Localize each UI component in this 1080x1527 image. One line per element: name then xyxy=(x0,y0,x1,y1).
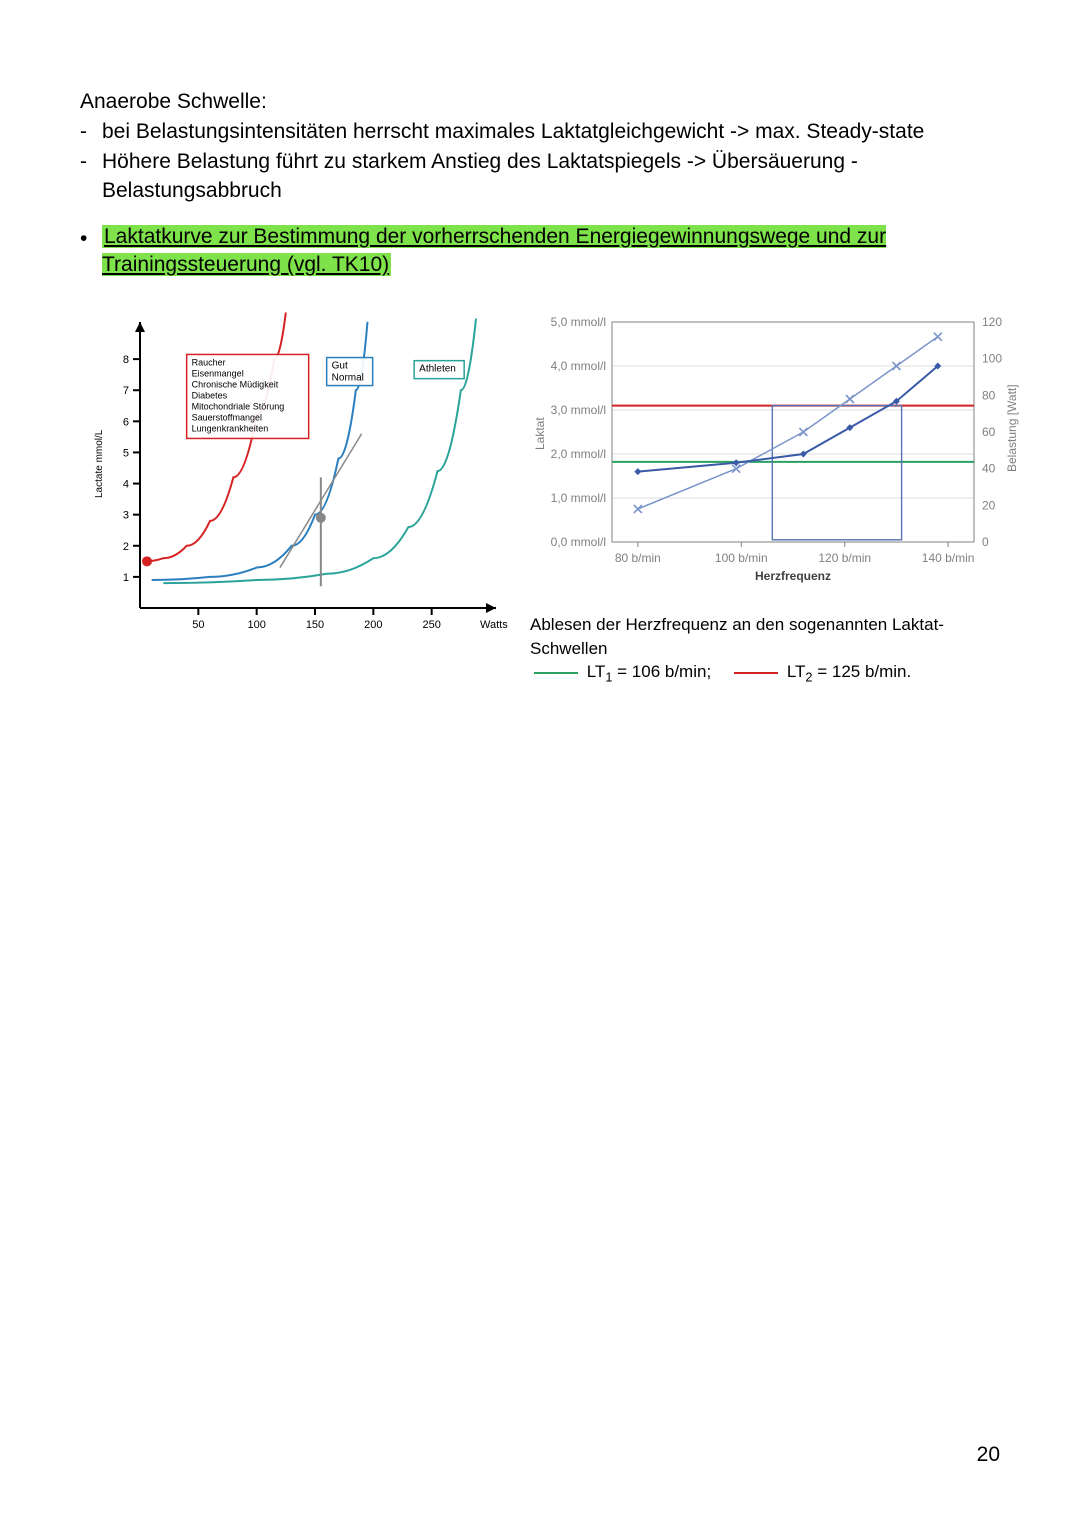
svg-text:80 b/min: 80 b/min xyxy=(615,551,661,565)
svg-text:150: 150 xyxy=(306,619,324,631)
lactate-hr-chart: 0,0 mmol/l 1,0 mmol/l 2,0 mmol/l 3,0 mmol/l… xyxy=(530,310,1020,590)
svg-text:50: 50 xyxy=(192,619,204,631)
svg-text:1,0 mmol/l: 1,0 mmol/l xyxy=(551,491,606,505)
svg-text:100: 100 xyxy=(247,619,265,631)
svg-text:Normal: Normal xyxy=(332,372,364,383)
bullet-highlight: Laktatkurve zur Bestimmung der vorherrsc… xyxy=(102,223,1000,280)
svg-text:Laktat: Laktat xyxy=(533,416,547,449)
svg-text:0,0 mmol/l: 0,0 mmol/l xyxy=(551,535,606,549)
svg-text:Belastung [Watt]: Belastung [Watt] xyxy=(1005,384,1019,472)
dash-item-1: bei Belastungsintensitäten herrscht maxi… xyxy=(102,118,1000,146)
svg-text:Lactate mmol/L: Lactate mmol/L xyxy=(94,429,105,498)
svg-text:4: 4 xyxy=(123,478,129,490)
svg-text:140 b/min: 140 b/min xyxy=(922,551,975,565)
lt2-val: = 125 b/min. xyxy=(812,662,911,681)
svg-text:Diabetes: Diabetes xyxy=(192,390,228,400)
svg-text:40: 40 xyxy=(982,461,996,475)
svg-text:Sauerstoffmangel: Sauerstoffmangel xyxy=(192,412,262,422)
lt1-label: LT xyxy=(587,662,606,681)
heading: Anaerobe Schwelle: xyxy=(80,90,1000,114)
svg-text:Chronische Müdigkeit: Chronische Müdigkeit xyxy=(192,379,279,389)
svg-text:100 b/min: 100 b/min xyxy=(715,551,768,565)
caption-line: Ablesen der Herzfrequenz an den sogenann… xyxy=(530,615,944,658)
svg-text:2: 2 xyxy=(123,540,129,552)
svg-text:Herzfrequenz: Herzfrequenz xyxy=(755,569,831,583)
bullet-block: Laktatkurve zur Bestimmung der vorherrsc… xyxy=(80,223,1000,280)
svg-text:7: 7 xyxy=(123,385,129,397)
svg-text:0: 0 xyxy=(982,535,989,549)
svg-text:Athleten: Athleten xyxy=(419,363,456,374)
chart-left: 50 100 150 200 250 1 2 3 4 5 6 7 8 Watts Lactate mmol/… xyxy=(80,310,510,687)
lactate-watts-chart: 50 100 150 200 250 1 2 3 4 5 6 7 8 Watts Lactate mmol/… xyxy=(80,310,510,640)
dash-item-2: Höhere Belastung führt zu starkem Anstie… xyxy=(102,148,1000,205)
svg-text:Gut: Gut xyxy=(332,360,348,371)
lt2-line-icon xyxy=(734,672,778,674)
svg-text:Mitochondriale Störung: Mitochondriale Störung xyxy=(192,401,285,411)
highlight-text: Laktatkurve zur Bestimmung der vorherrsc… xyxy=(102,225,886,276)
svg-text:5: 5 xyxy=(123,447,129,459)
svg-text:120 b/min: 120 b/min xyxy=(818,551,871,565)
svg-text:2,0 mmol/l: 2,0 mmol/l xyxy=(551,447,606,461)
svg-text:Raucher: Raucher xyxy=(192,357,226,367)
svg-text:5,0 mmol/l: 5,0 mmol/l xyxy=(551,315,606,329)
svg-text:20: 20 xyxy=(982,498,996,512)
svg-text:Eisenmangel: Eisenmangel xyxy=(192,368,244,378)
dash-list: bei Belastungsintensitäten herrscht maxi… xyxy=(80,118,1000,205)
lt2-label: LT xyxy=(787,662,806,681)
svg-text:3,0 mmol/l: 3,0 mmol/l xyxy=(551,403,606,417)
charts-row: 5010015020025012345678WattsLactate mmol/… xyxy=(80,310,1000,687)
svg-text:8: 8 xyxy=(123,354,129,366)
svg-text:250: 250 xyxy=(422,619,440,631)
chart2-caption: Ablesen der Herzfrequenz an den sogenann… xyxy=(530,613,1020,687)
svg-text:3: 3 xyxy=(123,509,129,521)
svg-text:200: 200 xyxy=(364,619,382,631)
svg-text:1: 1 xyxy=(123,572,129,584)
svg-text:120: 120 xyxy=(982,315,1002,329)
chart-right: 0,0 mmol/l 1,0 mmol/l 2,0 mmol/l 3,0 mmol/l… xyxy=(530,310,1020,687)
svg-text:6: 6 xyxy=(123,416,129,428)
svg-text:Watts: Watts xyxy=(480,619,508,631)
page-number: 20 xyxy=(977,1443,1000,1467)
svg-text:80: 80 xyxy=(982,388,996,402)
lt1-line-icon xyxy=(534,672,578,674)
svg-text:Lungenkrankheiten: Lungenkrankheiten xyxy=(192,423,269,433)
svg-text:4,0 mmol/l: 4,0 mmol/l xyxy=(551,359,606,373)
lt1-val: = 106 b/min; xyxy=(612,662,711,681)
svg-text:100: 100 xyxy=(982,351,1002,365)
svg-text:60: 60 xyxy=(982,425,996,439)
